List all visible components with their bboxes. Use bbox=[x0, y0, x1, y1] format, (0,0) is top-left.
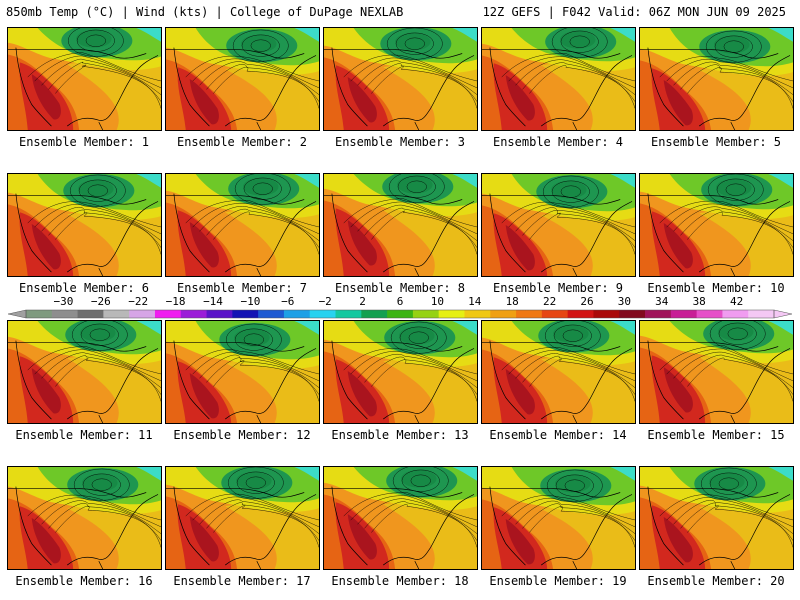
colorbar-swatch bbox=[51, 310, 78, 318]
colorbar-tick-label: 14 bbox=[468, 295, 482, 308]
colorbar-right-arrow bbox=[773, 309, 792, 319]
colorbar-swatch bbox=[26, 310, 53, 318]
colorbar-swatch bbox=[283, 310, 311, 318]
ensemble-member-label: Ensemble Member: 8 bbox=[334, 281, 466, 295]
colorbar-swatch bbox=[696, 310, 723, 318]
colorbar-tick-label: −14 bbox=[203, 295, 223, 308]
map-panel bbox=[7, 320, 162, 424]
ensemble-member-label: Ensemble Member: 3 bbox=[334, 135, 466, 149]
colorbar-tick-label: −22 bbox=[128, 295, 149, 308]
ensemble-member-label: Ensemble Member: 16 bbox=[15, 574, 153, 588]
map-panel bbox=[639, 320, 794, 424]
colorbar-tick-label: 34 bbox=[655, 295, 669, 308]
colorbar-swatch bbox=[593, 310, 620, 318]
colorbar-tick-labels: −30 −26 −22 −18 −14 −10 −6 −2 2 6 10 14 18 22 26 30 34 38… bbox=[8, 296, 792, 308]
colorbar-swatch bbox=[722, 310, 749, 318]
colorbar-swatch bbox=[464, 310, 491, 318]
colorbar-tick-label: 2 bbox=[359, 295, 366, 308]
colorbar-swatch bbox=[541, 310, 569, 318]
colorbar-swatch bbox=[335, 310, 362, 318]
colorbar-swatch bbox=[258, 310, 285, 318]
colorbar-swatch bbox=[412, 310, 440, 318]
ensemble-member-label: Ensemble Member: 20 bbox=[647, 574, 785, 588]
colorbar-swatch bbox=[129, 310, 156, 318]
ensemble-member-label: Ensemble Member: 17 bbox=[173, 574, 311, 588]
colorbar-swatch bbox=[670, 310, 698, 318]
colorbar-swatch bbox=[567, 310, 594, 318]
colorbar-swatch bbox=[103, 310, 130, 318]
ensemble-member-label: Ensemble Member: 11 bbox=[15, 428, 153, 442]
map-panel bbox=[639, 466, 794, 570]
colorbar-tick-label: 26 bbox=[580, 295, 594, 308]
map-panel bbox=[323, 320, 478, 424]
colorbar-left-arrow bbox=[8, 309, 27, 319]
ensemble-member-label: Ensemble Member: 12 bbox=[173, 428, 311, 442]
ensemble-member-label: Ensemble Member: 10 bbox=[647, 281, 785, 295]
colorbar-swatch bbox=[77, 310, 104, 318]
colorbar-tick-label: 6 bbox=[396, 295, 404, 308]
colorbar-tick-label: 38 bbox=[692, 295, 706, 308]
colorbar-swatch bbox=[516, 310, 543, 318]
ensemble-member-label: Ensemble Member: 18 bbox=[331, 574, 469, 588]
map-panel bbox=[481, 173, 636, 277]
colorbar-swatch bbox=[619, 310, 646, 318]
colorbar-tick-label: −26 bbox=[90, 295, 111, 308]
colorbar-swatch bbox=[490, 310, 517, 318]
map-panel bbox=[323, 466, 478, 570]
map-panel bbox=[165, 173, 320, 277]
colorbar-tick-label: 42 bbox=[729, 295, 744, 308]
colorbar: −30 −26 −22 −18 −14 −10 −6 −2 2 6 10 14 18 22 26 30 34 38… bbox=[8, 296, 792, 320]
ensemble-member-label: Ensemble Member: 13 bbox=[331, 428, 469, 442]
valid-time: 12Z GEFS | F042 Valid: 06Z MON JUN 09 20… bbox=[482, 5, 786, 19]
colorbar-swatch bbox=[206, 310, 233, 318]
colorbar-strip bbox=[8, 309, 792, 319]
colorbar-swatch bbox=[309, 310, 336, 318]
colorbar-tick-label: −10 bbox=[240, 295, 261, 308]
map-panel bbox=[481, 320, 636, 424]
colorbar-tick-label: 22 bbox=[542, 295, 557, 308]
map-panel bbox=[165, 27, 320, 131]
colorbar-tick-label: −18 bbox=[165, 295, 186, 308]
map-panel bbox=[7, 173, 162, 277]
ensemble-member-label: Ensemble Member: 9 bbox=[492, 281, 624, 295]
colorbar-tick-label: 10 bbox=[430, 295, 445, 308]
colorbar-swatch bbox=[232, 310, 259, 318]
product-title: 850mb Temp (°C) | Wind (kts) | College o… bbox=[6, 5, 404, 19]
ensemble-member-label: Ensemble Member: 19 bbox=[489, 574, 627, 588]
colorbar-swatch bbox=[154, 310, 182, 318]
colorbar-tick-label: 18 bbox=[505, 295, 519, 308]
colorbar-swatch bbox=[180, 310, 207, 318]
colorbar-swatch bbox=[748, 310, 775, 318]
ensemble-member-label: Ensemble Member: 6 bbox=[18, 281, 150, 295]
map-panel bbox=[165, 320, 320, 424]
colorbar-swatch bbox=[361, 310, 388, 318]
colorbar-tick-label: 30 bbox=[617, 295, 632, 308]
map-panel bbox=[7, 466, 162, 570]
ensemble-member-label: Ensemble Member: 7 bbox=[176, 281, 308, 295]
ensemble-member-label: Ensemble Member: 1 bbox=[18, 135, 150, 149]
colorbar-tick-label: −30 bbox=[53, 295, 74, 308]
colorbar-tick-label: −6 bbox=[281, 295, 295, 308]
map-panel bbox=[7, 27, 162, 131]
ensemble-member-label: Ensemble Member: 14 bbox=[489, 428, 627, 442]
ensemble-member-label: Ensemble Member: 4 bbox=[492, 135, 624, 149]
map-panel bbox=[639, 173, 794, 277]
map-panel bbox=[323, 173, 478, 277]
ensemble-member-label: Ensemble Member: 2 bbox=[176, 135, 308, 149]
header: 850mb Temp (°C) | Wind (kts) | College o… bbox=[0, 0, 800, 24]
map-panel bbox=[481, 27, 636, 131]
ensemble-member-label: Ensemble Member: 15 bbox=[647, 428, 785, 442]
map-panel bbox=[639, 27, 794, 131]
map-panel bbox=[165, 466, 320, 570]
colorbar-tick-label: −2 bbox=[318, 295, 332, 308]
colorbar-swatch bbox=[387, 310, 414, 318]
ensemble-member-label: Ensemble Member: 5 bbox=[650, 135, 782, 149]
colorbar-swatch bbox=[645, 310, 672, 318]
colorbar-swatch bbox=[438, 310, 465, 318]
map-panel bbox=[323, 27, 478, 131]
map-panel bbox=[481, 466, 636, 570]
